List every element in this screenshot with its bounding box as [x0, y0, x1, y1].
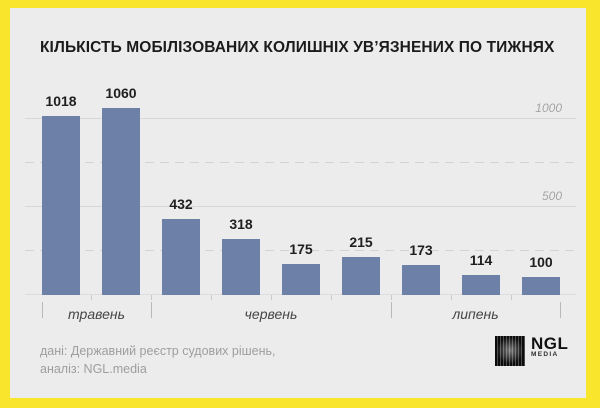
month-separator-tick	[42, 302, 43, 318]
baseline-tick	[331, 295, 332, 300]
month-label-3: липень	[452, 306, 499, 322]
bar-week-2	[102, 108, 140, 295]
baseline-tick	[211, 295, 212, 300]
month-separator-tick	[151, 302, 152, 318]
bar-week-3	[162, 219, 200, 295]
source-note-line1: дані: Державний реєстр судових рішень,	[40, 344, 276, 358]
chart-card: КІЛЬКІСТЬ МОБІЛІЗОВАНИХ КОЛИШНІХ УВ’ЯЗНЕ…	[10, 8, 586, 398]
bar-value-label: 318	[229, 216, 253, 232]
bar-value-label: 114	[469, 252, 493, 268]
baseline-tick	[151, 295, 152, 300]
ngl-logo-icon	[495, 336, 525, 366]
baseline-tick	[271, 295, 272, 300]
ngl-media-logo: NGL MEDIA	[495, 334, 569, 366]
x-axis: травень червень липень	[42, 300, 561, 330]
logo-name: NGL	[531, 334, 569, 353]
bar-value-label: 215	[349, 234, 373, 250]
gridline-500	[25, 206, 576, 207]
bar-chart-plot: 1018 1060 432 318 175 215 173 114 100	[42, 80, 560, 300]
bar-week-6	[342, 257, 380, 295]
month-separator-tick	[391, 302, 392, 318]
bar-week-7	[402, 265, 440, 295]
source-note: дані: Державний реєстр судових рішень, а…	[40, 342, 276, 378]
gridline-750	[25, 162, 576, 163]
bar-value-label: 173	[409, 242, 433, 258]
y-axis-label-1000: 1000	[535, 101, 562, 115]
bar-value-label: 432	[169, 196, 193, 212]
bar-week-4	[222, 239, 260, 295]
ngl-logo-text: NGL MEDIA	[531, 334, 569, 359]
gridline-1000	[25, 118, 576, 119]
month-label-1: травень	[68, 306, 125, 322]
bar-value-label: 1060	[105, 85, 137, 101]
bar-value-label: 100	[529, 254, 553, 270]
logo-subtitle: MEDIA	[531, 351, 559, 358]
y-axis-label-500: 500	[541, 189, 562, 203]
gridline-250	[25, 250, 576, 251]
baseline-tick	[391, 295, 392, 300]
chart-title: КІЛЬКІСТЬ МОБІЛІЗОВАНИХ КОЛИШНІХ УВ’ЯЗНЕ…	[40, 39, 555, 56]
bar-week-5	[282, 264, 320, 295]
bar-value-label: 1018	[45, 93, 77, 109]
baseline-tick	[511, 295, 512, 300]
baseline-tick	[91, 295, 92, 300]
bar-value-label: 175	[289, 241, 313, 257]
month-separator-tick	[560, 302, 561, 318]
month-label-2: червень	[244, 306, 298, 322]
bar-week-1	[42, 116, 80, 295]
bar-week-9	[522, 277, 560, 295]
bar-week-8	[462, 275, 500, 295]
baseline-tick	[451, 295, 452, 300]
source-note-line2: аналіз: NGL.media	[40, 362, 147, 376]
